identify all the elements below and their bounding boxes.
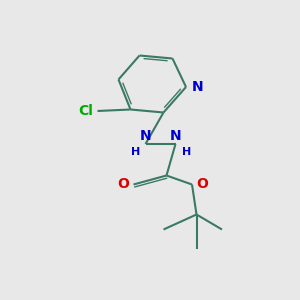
Text: N: N [191,80,203,94]
Text: Cl: Cl [78,104,93,118]
Text: N: N [170,128,181,142]
Text: H: H [131,147,140,157]
Text: N: N [140,128,151,142]
Text: O: O [196,178,208,191]
Text: H: H [182,147,191,157]
Text: O: O [117,178,129,191]
